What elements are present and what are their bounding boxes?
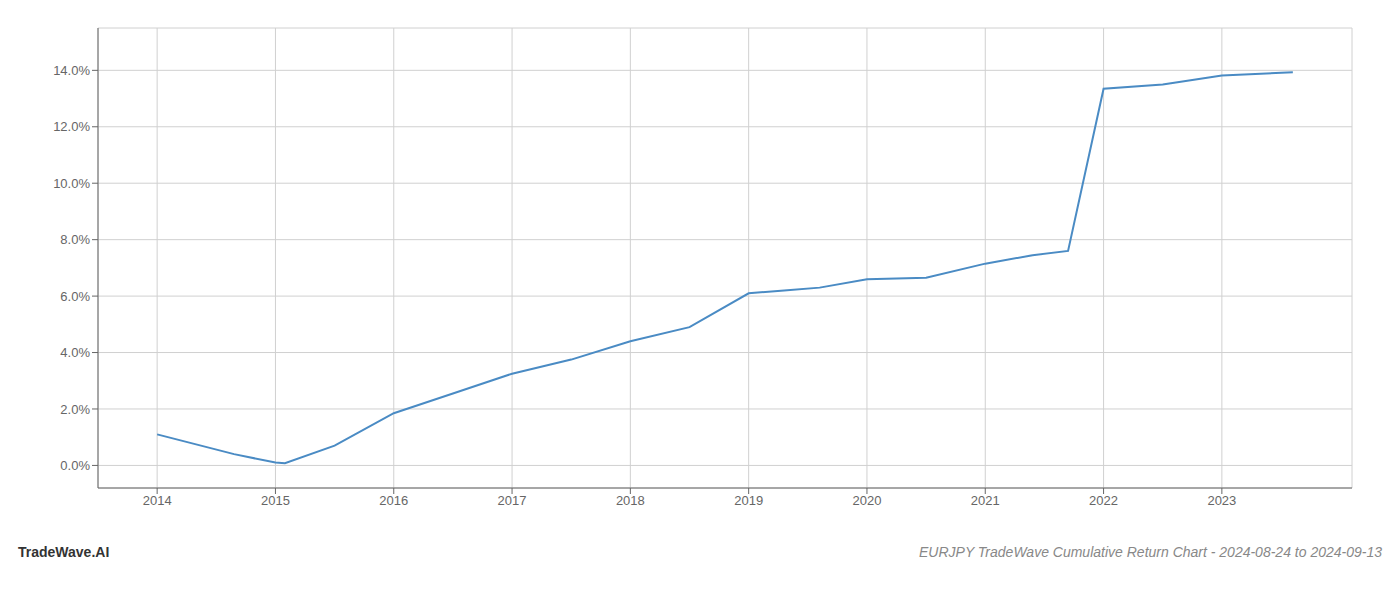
svg-text:4.0%: 4.0% (60, 345, 90, 360)
svg-text:2.0%: 2.0% (60, 402, 90, 417)
html-text:EURJPY TradeWave Cumulative Re: EURJPY TradeWave Cumulative Return Chart… (919, 544, 1382, 560)
svg-text:6.0%: 6.0% (60, 289, 90, 304)
svg-text:2023: 2023 (1207, 493, 1236, 508)
svg-text:2015: 2015 (261, 493, 290, 508)
svg-text:2018: 2018 (616, 493, 645, 508)
svg-text:2017: 2017 (498, 493, 527, 508)
svg-text:2020: 2020 (853, 493, 882, 508)
svg-text:2021: 2021 (971, 493, 1000, 508)
svg-text:14.0%: 14.0% (53, 63, 90, 78)
svg-text:10.0%: 10.0% (53, 176, 90, 191)
svg-text:2019: 2019 (734, 493, 763, 508)
svg-text:12.0%: 12.0% (53, 119, 90, 134)
svg-text:2016: 2016 (379, 493, 408, 508)
svg-text:0.0%: 0.0% (60, 458, 90, 473)
svg-text:8.0%: 8.0% (60, 232, 90, 247)
svg-text:2022: 2022 (1089, 493, 1118, 508)
svg-text:2014: 2014 (143, 493, 172, 508)
html-text:TradeWave.AI: TradeWave.AI (18, 544, 110, 560)
